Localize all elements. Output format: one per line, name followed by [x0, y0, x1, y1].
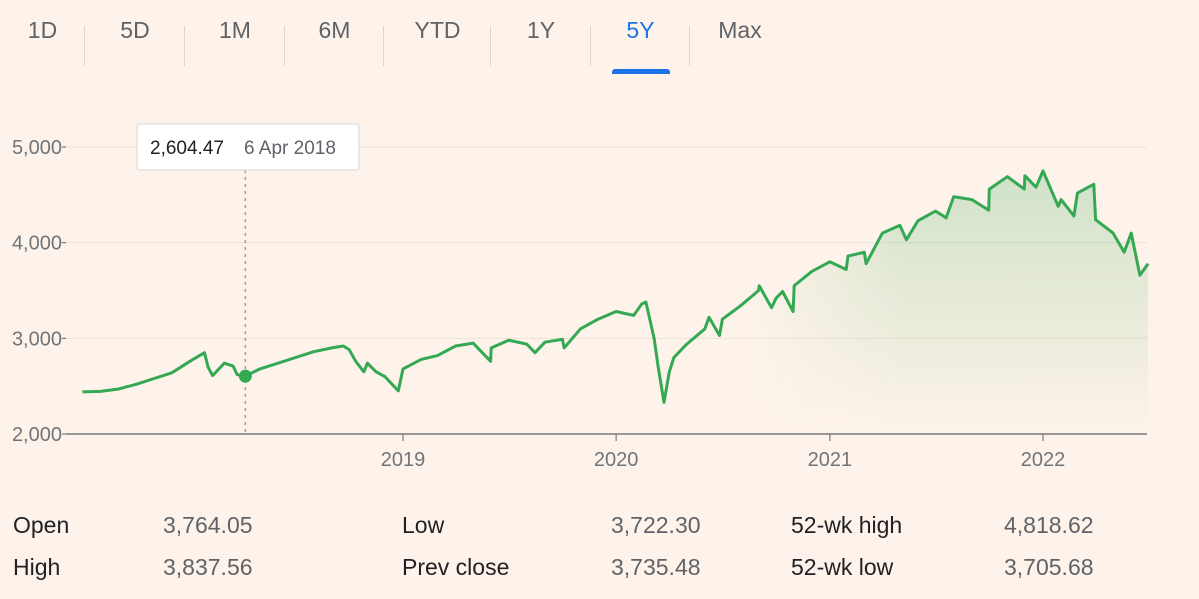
stat-value-prev-close: 3,735.48: [611, 554, 701, 580]
stat-value-open: 3,764.05: [163, 512, 253, 538]
tab-1m[interactable]: 1M: [185, 0, 285, 76]
stat-label-high: High: [13, 554, 61, 580]
tooltip-box: [136, 123, 360, 171]
tab-1d[interactable]: 1D: [0, 0, 85, 76]
tab-label: YTD: [414, 16, 461, 43]
stat-label-prev-close: Prev close: [402, 554, 510, 580]
hover-tooltip: 2,604.47 6 Apr 2018: [136, 123, 360, 171]
tab-label: 1D: [27, 16, 58, 43]
tooltip-date: 6 Apr 2018: [244, 138, 336, 159]
tab-5y[interactable]: 5Y: [591, 0, 690, 76]
price-line: [82, 169, 1150, 404]
tab-label: 5D: [120, 16, 150, 43]
stat-value-52wk-low: 3,705.68: [1004, 554, 1094, 580]
tooltip-value: 2,604.47: [150, 138, 224, 159]
tab-label: Max: [718, 16, 762, 43]
stat-value-high: 3,837.56: [163, 554, 253, 580]
x-axis: 2019 2020 2021 2022: [381, 434, 1066, 471]
x-tick-label: 2022: [1021, 449, 1066, 471]
y-axis: 5,000 4,000 3,000 2,000: [12, 137, 66, 446]
x-tick-label: 2020: [594, 449, 639, 471]
hover-point: [238, 369, 252, 383]
tab-label: 1M: [219, 16, 251, 43]
active-tab-indicator: [611, 69, 670, 74]
stat-label-52wk-high: 52-wk high: [791, 512, 903, 538]
y-tick-label: 3,000: [12, 328, 62, 350]
stats-table: Open 3,764.05 High 3,837.56 Low 3,722.30…: [0, 500, 1199, 599]
y-tick-label: 5,000: [12, 137, 62, 159]
tab-1y[interactable]: 1Y: [491, 0, 591, 76]
range-tabs: 1D 5D 1M 6M YTD 1Y 5Y Max: [0, 0, 790, 76]
stat-value-52wk-high: 4,818.62: [1004, 512, 1094, 538]
stat-label-low: Low: [402, 512, 445, 538]
y-tick-label: 2,000: [12, 424, 62, 446]
tab-5d[interactable]: 5D: [85, 0, 185, 76]
price-chart[interactable]: 5,000 4,000 3,000 2,000 2019 2020 2021 2022 2,…: [0, 90, 1199, 485]
stat-value-low: 3,722.30: [611, 512, 701, 538]
x-tick-label: 2021: [808, 449, 853, 471]
stat-label-open: Open: [13, 512, 70, 538]
y-tick-label: 4,000: [12, 233, 62, 255]
tab-ytd[interactable]: YTD: [384, 0, 491, 76]
stat-label-52wk-low: 52-wk low: [791, 554, 894, 580]
tab-label: 6M: [318, 16, 351, 43]
tab-6m[interactable]: 6M: [285, 0, 384, 76]
x-tick-label: 2019: [381, 449, 426, 471]
tab-label: 1Y: [526, 16, 556, 43]
tab-label: 5Y: [626, 16, 655, 43]
tab-max[interactable]: Max: [690, 0, 790, 76]
